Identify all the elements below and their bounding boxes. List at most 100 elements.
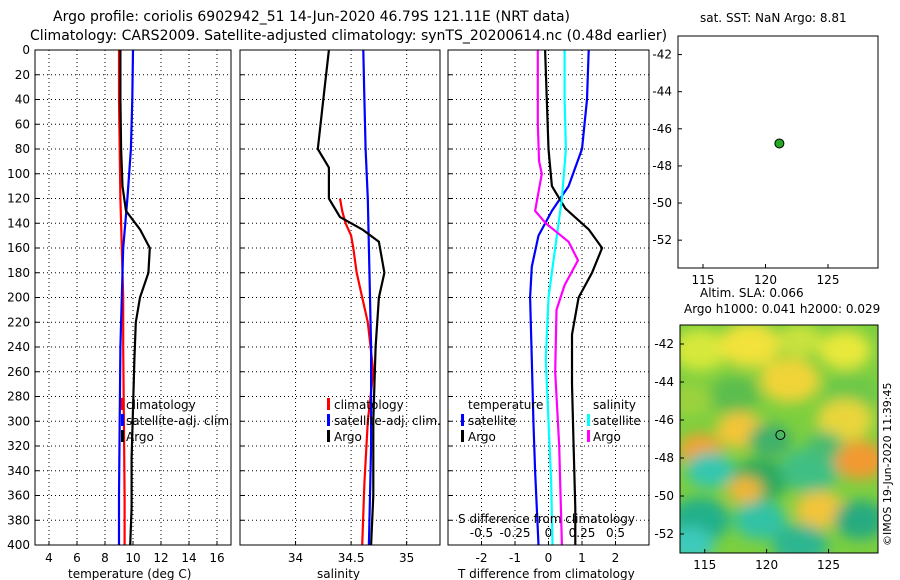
sla-anomaly-blob (710, 376, 760, 414)
series-line-temperature-satellite (528, 49, 590, 546)
sla-anomaly-blobs (680, 325, 878, 553)
y-tick-label: 300 (7, 414, 30, 428)
sla-anomaly-blob (807, 431, 843, 459)
series-line-salinity-satellite (544, 50, 568, 546)
y-tick-label: -44 (652, 85, 672, 99)
float-position-marker (775, 430, 786, 441)
sla-anomaly-blob (680, 383, 712, 417)
y-tick-label: -50 (654, 489, 674, 503)
y-tick-label: 340 (7, 464, 30, 478)
plot-frame (239, 49, 441, 546)
y-tick-label: 360 (7, 489, 30, 503)
x-tick-label: 14 (181, 551, 196, 565)
x-tick-label: 1 (578, 551, 586, 565)
sla-anomaly-blob (817, 399, 873, 441)
legend-swatch-argo (327, 430, 330, 442)
x-tick-label: -2 (476, 551, 488, 565)
sla-title-line2: Argo h1000: 0.041 h2000: 0.029 (684, 302, 880, 316)
legend-label-argo: Argo (334, 430, 362, 444)
series-line-satellite-adj-clim- (117, 49, 135, 545)
series-line-temperature-argo (544, 49, 604, 545)
sla-anomaly-blob (834, 440, 878, 480)
legend-label-temp-argo: Argo (468, 430, 496, 444)
y-tick-label: -46 (652, 122, 672, 136)
x-tick-label: 34 (288, 551, 303, 565)
legend-header-salinity: salinity (593, 398, 636, 412)
y-tick-label: 200 (7, 291, 30, 305)
x2-tick-label: -0.25 (499, 526, 530, 540)
legend-swatch-satellite (327, 414, 330, 426)
x-tick-label: 34.5 (338, 551, 365, 565)
y-tick-label: 400 (7, 538, 30, 552)
y-tick-label: -42 (652, 48, 672, 62)
x2-tick-label: -0.5 (470, 526, 493, 540)
difference-legend: temperature salinity satellite Argo sate… (461, 398, 641, 444)
y-tick-label: 160 (7, 241, 30, 255)
sla-anomaly-blob (795, 491, 845, 529)
sla-anomaly-blob (686, 452, 734, 488)
series-line-satellite-adj-clim- (362, 49, 373, 546)
y-tick-label: 220 (7, 315, 30, 329)
x2-tick-label: 0 (545, 526, 553, 540)
y-tick-label: 260 (7, 365, 30, 379)
legend-label-satellite: satellite-adj. clim. (126, 414, 233, 428)
series-line-argo (119, 50, 151, 546)
x2-tick-label: 0.25 (569, 526, 596, 540)
imos-credit: ©IMOS 19-Jun-2020 11:39:45 (881, 382, 894, 546)
y-tick-label: -52 (652, 233, 672, 247)
x-tick-label: 115 (692, 273, 715, 287)
salinity-panel: 34 34.5 35 (239, 49, 441, 565)
y-tick-label: 20 (15, 68, 30, 82)
sst-title: sat. SST: NaN Argo: 8.81 (700, 11, 847, 25)
difference-panel: -2 -1 0 1 2 -0.5 -0.25 0 0.25 0.5 (447, 49, 650, 565)
sla-anomaly-blob (720, 325, 780, 368)
legend-label-climatology: climatology (126, 398, 196, 412)
salinity-xlabel: salinity (317, 567, 360, 580)
x-tick-label: 115 (693, 558, 716, 572)
sla-field (680, 325, 878, 553)
y-tick-label: -52 (654, 527, 674, 541)
legend-swatch-argo (121, 430, 124, 442)
sla-anomaly-blob (734, 500, 786, 540)
plot-frame (447, 49, 650, 546)
x-tick-label: 6 (73, 551, 81, 565)
map-frame (677, 35, 879, 269)
series-line-climatology (338, 198, 375, 546)
x-tick-label: 125 (817, 273, 840, 287)
y-tick-label: 120 (7, 192, 30, 206)
y-tick-label: 80 (15, 142, 30, 156)
figure-title-line2: Climatology: CARS2009. Satellite-adjuste… (30, 28, 667, 44)
x-tick-label: -1 (509, 551, 521, 565)
sla-map: Altim. SLA: 0.066 Argo h1000: 0.041 h200… (654, 286, 880, 572)
sla-anomaly-blob (680, 329, 728, 371)
sla-anomaly-blob (772, 524, 828, 553)
y-tick-label: 380 (7, 513, 30, 527)
x-tick-label: 125 (817, 558, 840, 572)
y-tick-label: 40 (15, 93, 30, 107)
y-tick-label: -44 (654, 375, 674, 389)
legend-label-temp-satellite: satellite (468, 414, 516, 428)
sla-anomaly-blob (778, 325, 822, 357)
legend-swatch-temp-argo (461, 430, 464, 442)
y-tick-label: 60 (15, 117, 30, 131)
x-tick-label: 120 (755, 558, 778, 572)
series-line-argo (316, 49, 386, 546)
x-tick-label: 35 (399, 551, 414, 565)
y-tick-label: -42 (654, 337, 674, 351)
location-map: sat. SST: NaN Argo: 8.81 115 120 125 -42 -44… (652, 11, 879, 287)
sla-anomaly-blob (748, 423, 792, 457)
y-tick-label: 100 (7, 167, 30, 181)
sla-anomaly-blob (819, 330, 871, 370)
y-tick-label: -48 (652, 159, 672, 173)
x-tick-label: 10 (125, 551, 140, 565)
legend-label-climatology: climatology (334, 398, 404, 412)
figure-title-line1: Argo profile: coriolis 6902942_51 14-Jun… (53, 9, 570, 25)
series-line-salinity-argo (533, 50, 580, 546)
legend-label-satellite: satellite-adj. clim. (334, 414, 441, 428)
x2-tick-label: 0.5 (606, 526, 625, 540)
x-tick-label: 16 (209, 551, 224, 565)
x-tick-label: 120 (754, 273, 777, 287)
difference-xlabel: T difference from climatology (457, 567, 635, 580)
legend-swatch-satellite (121, 414, 124, 426)
